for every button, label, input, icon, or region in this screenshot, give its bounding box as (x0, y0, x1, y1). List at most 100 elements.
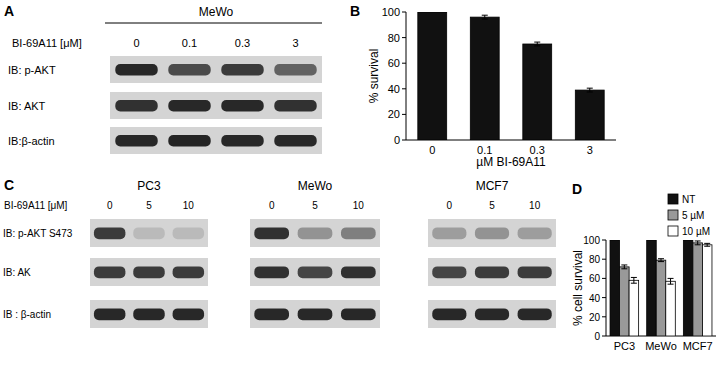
blot-band (94, 266, 125, 278)
y-axis-label: % survival (367, 49, 381, 104)
blot-membrane (90, 258, 208, 286)
row-label: IB : β-actin (3, 309, 51, 320)
group-title: MCF7 (476, 179, 509, 193)
y-tick-label: 100 (583, 235, 600, 246)
panel-letter: C (4, 177, 14, 193)
blot-membrane (250, 300, 380, 328)
lane-header: BI-69A11 [μM] (4, 200, 68, 211)
bar (523, 44, 552, 140)
legend-swatch (668, 226, 678, 236)
lane-label: 0 (107, 200, 113, 211)
bar (656, 260, 666, 336)
row-label: IB: AKT (8, 100, 46, 112)
blot-band (518, 227, 552, 239)
lane-label: 10 (183, 200, 195, 211)
x-tick-label: 0.3 (530, 144, 545, 156)
blot-band (298, 308, 333, 320)
lane-label: 0 (269, 200, 275, 211)
marks (418, 12, 604, 140)
lane-label: 5 (312, 200, 318, 211)
y-tick (402, 114, 406, 115)
blot-band (133, 266, 164, 278)
error-bar (695, 241, 701, 245)
lane-label: 5 (146, 200, 152, 211)
error-bar (482, 15, 488, 19)
blot-band (432, 308, 466, 320)
row-label: IB: p-AKT S473 (3, 228, 73, 239)
y-tick (402, 63, 406, 64)
blot-band (221, 100, 263, 111)
figure: ABI-69A11 [μM]MeWo00.10.33IB: p-AKTIB: A… (0, 0, 720, 365)
blot-membrane (90, 219, 208, 247)
lane-label: 0.3 (235, 37, 250, 49)
blot-band (168, 64, 210, 75)
blot-membrane (110, 127, 322, 154)
group-title: MeWo (199, 5, 234, 19)
y-tick-label: 0 (594, 331, 600, 342)
row-label: IB: AK (3, 267, 31, 278)
blot-band (115, 100, 157, 111)
blot-band (432, 266, 466, 278)
y-tick (602, 316, 606, 317)
x-tick-label: MeWo (645, 340, 677, 352)
blot-band (115, 64, 157, 75)
group-rule (105, 23, 322, 24)
group-title: MeWo (298, 179, 333, 193)
blot-band (133, 308, 164, 320)
blot-band (518, 266, 552, 278)
y-tick-label: 0 (394, 134, 400, 146)
group-title: PC3 (137, 179, 161, 193)
blot-band (475, 266, 509, 278)
blot-band (133, 227, 164, 239)
blot-membrane (250, 219, 380, 247)
lane-label: 0 (447, 200, 453, 211)
bar (683, 240, 693, 336)
blot-membrane (428, 258, 556, 286)
y-tick (602, 336, 606, 337)
y-axis (606, 240, 607, 336)
lane-header: BI-69A11 [μM] (12, 37, 82, 49)
y-tick-label: 80 (388, 32, 400, 44)
x-tick-label: 0 (429, 144, 435, 156)
y-tick (602, 240, 606, 241)
y-tick-label: 60 (589, 273, 601, 284)
row-label: IB:β-actin (8, 135, 55, 147)
blot-band (115, 135, 157, 146)
y-tick (602, 259, 606, 260)
blot-membrane (110, 56, 322, 83)
bar (575, 90, 604, 140)
blot-band (274, 135, 316, 146)
bar (470, 17, 499, 140)
blot-membrane (428, 219, 556, 247)
y-tick-label: 20 (388, 108, 400, 120)
panel-letter: D (572, 181, 582, 197)
bar-chart: B020406080100% survivalµM BI-69A1100.10.… (350, 3, 616, 169)
lane-label: 0.1 (182, 37, 197, 49)
legend-label: 10 µM (682, 226, 710, 237)
blot-band (518, 308, 552, 320)
lane-label: 5 (489, 200, 495, 211)
bar (647, 240, 657, 336)
y-tick-label: 20 (589, 312, 601, 323)
lane-label: 0 (133, 37, 139, 49)
blot-band (221, 135, 263, 146)
x-tick-label: PC3 (614, 340, 635, 352)
error-bar (631, 277, 637, 283)
blot-band (274, 100, 316, 111)
blot-band (475, 227, 509, 239)
lane-label: 10 (529, 200, 541, 211)
y-tick-label: 40 (388, 83, 400, 95)
bar-chart: D020406080100% cell survivalPC3MeWoMCF7N… (571, 181, 716, 352)
blot-membrane (250, 258, 380, 286)
error-bar (668, 278, 674, 284)
bar (610, 240, 620, 336)
y-tick (402, 88, 406, 89)
blot-band (274, 64, 316, 75)
blot-band (298, 266, 333, 278)
bar (693, 243, 703, 336)
blot-membrane (428, 300, 556, 328)
y-tick (602, 297, 606, 298)
lane-label: 10 (353, 200, 365, 211)
blot-band (173, 227, 204, 239)
blot-panel: ABI-69A11 [μM]MeWo00.10.33IB: p-AKTIB: A… (4, 3, 322, 154)
